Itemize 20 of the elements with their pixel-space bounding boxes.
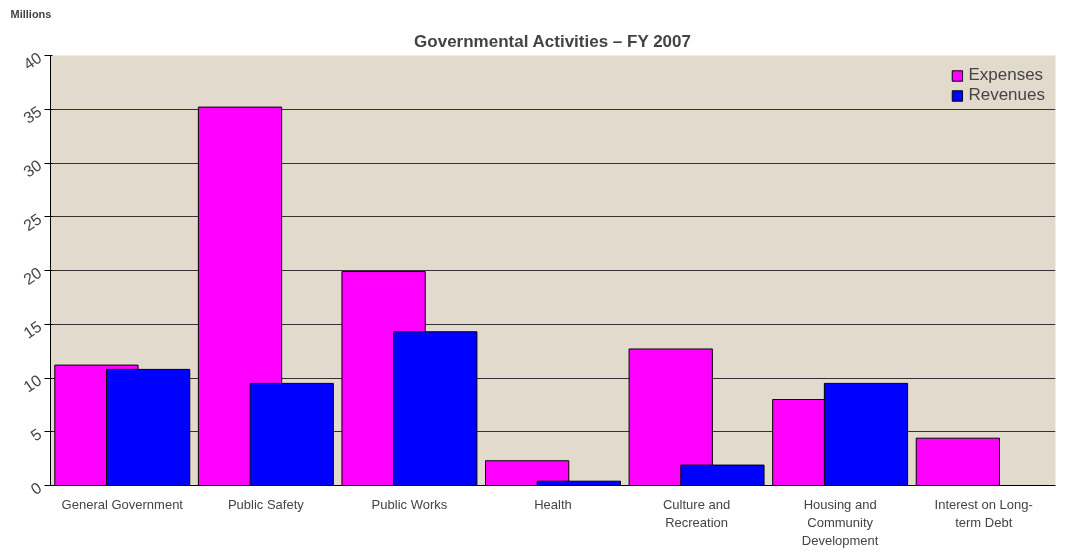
x-tick-label: Public Works <box>371 496 448 512</box>
y-tick-label: 20 <box>20 263 45 288</box>
y-axis-title: Millions <box>10 7 52 20</box>
chart-title: Governmental Activities – FY 2007 <box>414 31 691 51</box>
y-tick-label: 25 <box>20 210 45 235</box>
x-tick-label: Health <box>534 496 572 512</box>
y-tick-label: 0 <box>27 478 45 498</box>
x-tick-label: Interest on Long-term Debt <box>934 496 1033 530</box>
legend-label: Expenses <box>968 65 1044 85</box>
x-tick-label: Public Safety <box>227 496 305 512</box>
x-tick-label: Culture and Recreation <box>662 496 731 530</box>
y-tick-label: 35 <box>20 102 45 127</box>
legend-label: Revenues <box>968 85 1045 105</box>
y-tick-label: 5 <box>27 425 45 445</box>
y-tick-label: 30 <box>20 156 45 181</box>
x-tick-label: General Government <box>61 496 184 512</box>
y-tick-label: 40 <box>20 48 45 73</box>
x-tick-label: Housing and Community Development <box>801 496 879 548</box>
y-tick-label: 15 <box>20 317 45 342</box>
y-tick-label: 10 <box>20 371 45 396</box>
